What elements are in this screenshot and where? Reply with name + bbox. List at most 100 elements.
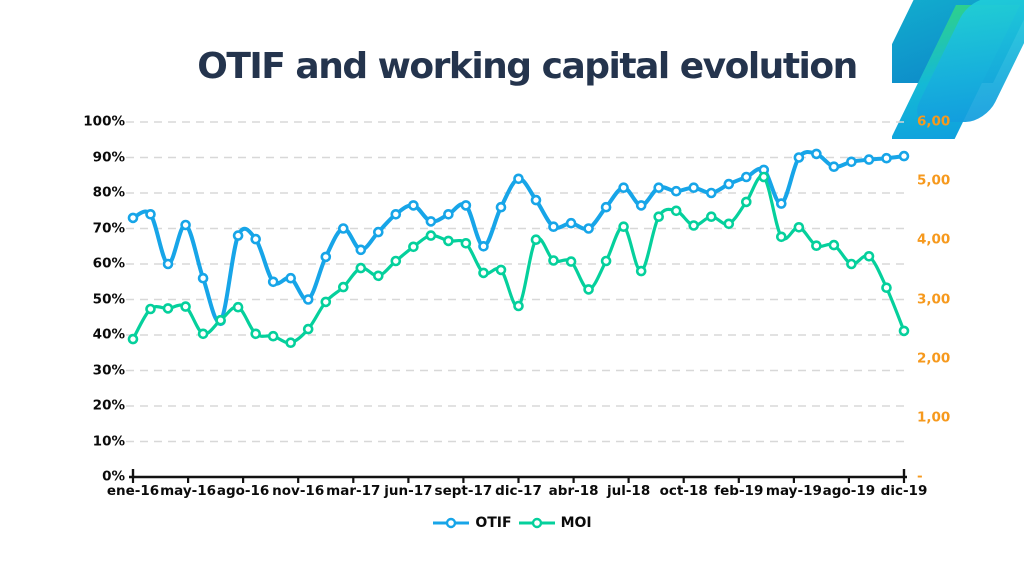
moi-data-point xyxy=(390,255,402,267)
moi-series-line xyxy=(131,174,906,345)
otif-data-point xyxy=(688,182,700,193)
otif-data-point xyxy=(232,230,244,241)
moi-data-point xyxy=(635,265,647,277)
otif-data-point xyxy=(811,148,822,160)
moi-data-point xyxy=(460,238,472,249)
moi-data-point xyxy=(495,264,507,276)
otif-data-point xyxy=(635,200,647,211)
moi-data-point xyxy=(600,255,612,267)
otif-data-point xyxy=(618,182,629,193)
moi-data-point xyxy=(653,211,665,222)
otif-data-point xyxy=(162,258,174,270)
otif-data-point xyxy=(846,156,857,168)
moi-data-point xyxy=(443,235,454,247)
otif-data-point xyxy=(793,152,805,163)
moi-data-point xyxy=(811,240,822,251)
moi-data-point xyxy=(285,337,297,349)
otif-data-point xyxy=(197,272,209,284)
otif-data-point xyxy=(600,201,612,213)
moi-data-point xyxy=(898,325,910,337)
legend-label-otif: OTIF xyxy=(475,515,512,531)
moi-data-point xyxy=(583,284,594,295)
otif-data-point xyxy=(408,200,419,211)
otif-data-point xyxy=(180,219,191,231)
moi-data-point xyxy=(337,281,349,293)
moi-data-point xyxy=(372,270,384,282)
otif-data-point xyxy=(145,209,156,220)
otif-data-point xyxy=(565,217,577,229)
otif-data-point xyxy=(460,200,472,211)
otif-data-point xyxy=(372,226,384,238)
moi-data-point xyxy=(180,301,191,312)
moi-data-point xyxy=(723,218,735,230)
otif-data-point xyxy=(127,212,139,224)
moi-data-point xyxy=(618,221,629,232)
moi-data-point xyxy=(162,303,174,314)
otif-data-point xyxy=(443,209,454,220)
otif-data-point xyxy=(302,294,314,305)
moi-data-point xyxy=(197,328,209,340)
moi-data-point xyxy=(127,333,139,345)
moi-data-point xyxy=(145,303,156,315)
moi-data-point xyxy=(267,330,279,342)
moi-data-point xyxy=(863,250,875,262)
otif-data-point xyxy=(513,173,524,185)
otif-data-point xyxy=(337,223,349,234)
otif-data-point xyxy=(285,272,297,284)
moi-data-point xyxy=(250,328,261,340)
moi-data-point xyxy=(530,234,542,245)
otif-line-marker-icon xyxy=(433,517,470,529)
moi-data-point xyxy=(232,301,244,313)
otif-data-point xyxy=(863,154,875,165)
otif-data-point xyxy=(653,182,665,193)
otif-data-point xyxy=(898,150,910,162)
moi-data-point xyxy=(881,282,892,294)
otif-data-point xyxy=(705,187,717,199)
otif-data-point xyxy=(881,152,892,164)
moi-data-point xyxy=(775,231,787,243)
otif-data-point xyxy=(670,185,682,197)
moi-data-point xyxy=(705,211,717,222)
otif-data-point xyxy=(723,178,735,190)
moi-data-point xyxy=(548,255,559,266)
moi-data-point xyxy=(758,171,770,183)
otif-data-point xyxy=(495,201,507,213)
moi-data-point xyxy=(688,220,700,231)
otif-data-point xyxy=(548,221,559,232)
otif-data-point xyxy=(250,233,261,245)
moi-data-point xyxy=(670,205,682,217)
otif-data-point xyxy=(775,198,787,209)
otif-data-point xyxy=(530,194,542,206)
otif-data-point xyxy=(425,216,437,227)
moi-data-point xyxy=(355,262,367,274)
moi-data-point xyxy=(846,258,857,270)
otif-data-point xyxy=(828,161,840,172)
otif-data-point xyxy=(740,171,752,183)
moi-data-point xyxy=(320,296,332,308)
otif-data-point xyxy=(355,244,367,256)
otif-data-point xyxy=(478,241,489,252)
moi-data-point xyxy=(408,241,419,253)
legend-item-moi: MOI xyxy=(518,515,592,531)
moi-line-marker-icon xyxy=(518,517,555,529)
otif-data-point xyxy=(267,276,279,288)
moi-data-point xyxy=(513,300,524,312)
moi-data-point xyxy=(565,256,577,267)
moi-data-point xyxy=(828,239,840,251)
moi-data-point xyxy=(478,267,489,279)
chart-title: OTIF and working capital evolution xyxy=(197,46,858,87)
moi-data-point xyxy=(425,230,437,241)
moi-data-point xyxy=(793,222,805,233)
moi-data-point xyxy=(215,314,226,326)
legend-label-moi: MOI xyxy=(560,515,592,531)
otif-data-point xyxy=(390,209,402,220)
otif-data-point xyxy=(320,251,332,263)
moi-data-point xyxy=(740,196,752,208)
chart-legend: OTIF MOI xyxy=(0,512,1024,534)
otif-data-point xyxy=(583,223,594,234)
moi-data-point xyxy=(302,323,314,335)
legend-item-otif: OTIF xyxy=(432,515,512,531)
